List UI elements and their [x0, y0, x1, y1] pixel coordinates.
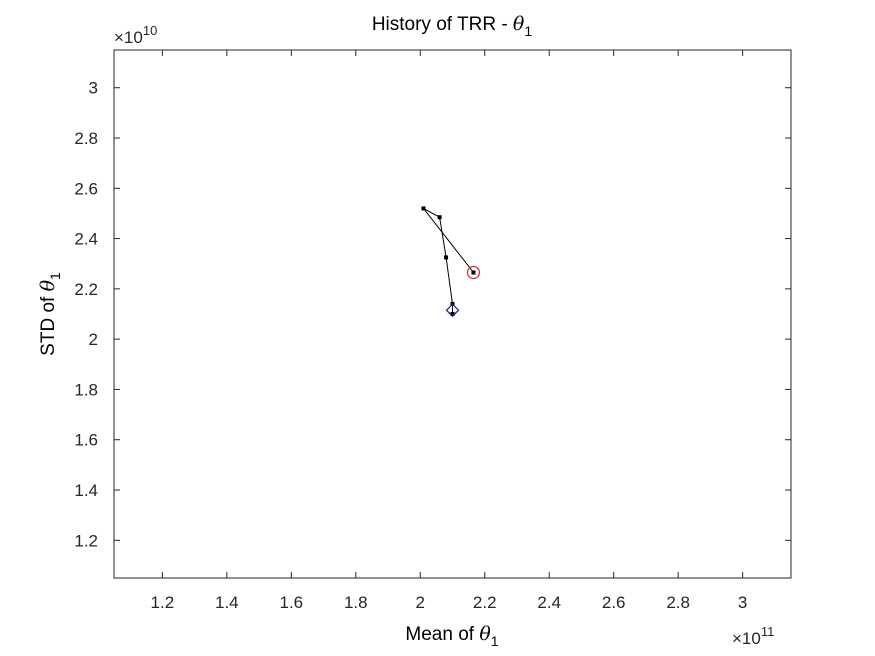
x-tick-label: 2 [416, 593, 425, 612]
y-tick-label: 3 [89, 79, 98, 98]
y-tick-label: 1.4 [74, 481, 98, 500]
y-axis-title: STD of θ1 [37, 272, 63, 356]
data-point [450, 312, 455, 316]
end-marker [445, 303, 460, 318]
x-axis-title: Mean of θ1 [405, 623, 498, 649]
data-point [471, 270, 476, 275]
data-point [437, 215, 442, 220]
x-tick-label: 1.4 [215, 593, 239, 612]
y-tick-label: 1.8 [74, 380, 98, 399]
data-point [444, 255, 449, 260]
data-point [421, 206, 426, 211]
x-tick-label: 2.2 [473, 593, 497, 612]
x-exponent-label: ×1011 [732, 624, 774, 648]
x-tick-label: 1.2 [151, 593, 175, 612]
chart-title: History of TRR - θ1 [372, 13, 533, 39]
y-tick-label: 2 [89, 330, 98, 349]
x-tick-label: 1.8 [344, 593, 368, 612]
y-tick-label: 2.6 [74, 179, 98, 198]
x-tick-label: 2.4 [537, 593, 561, 612]
x-axis: 1.2 1.4 1.6 1.8 2 2.2 2.4 2.6 2.8 3 [151, 50, 747, 612]
x-tick-label: 2.8 [666, 593, 690, 612]
y-tick-label: 1.6 [74, 431, 98, 450]
series-layer [421, 206, 481, 318]
x-tick-label: 1.6 [279, 593, 303, 612]
start-marker [466, 265, 481, 280]
y-tick-label: 2.2 [74, 280, 98, 299]
y-tick-label: 2.4 [74, 230, 98, 249]
x-tick-label: 3 [738, 593, 747, 612]
x-tick-label: 2.6 [602, 593, 626, 612]
y-axis: 1.2 1.4 1.6 1.8 2 2.2 2.4 2.6 2.8 3 [74, 79, 791, 550]
y-exponent-label: ×1010 [114, 23, 157, 47]
y-tick-label: 1.2 [74, 531, 98, 550]
y-tick-label: 2.8 [74, 129, 98, 148]
